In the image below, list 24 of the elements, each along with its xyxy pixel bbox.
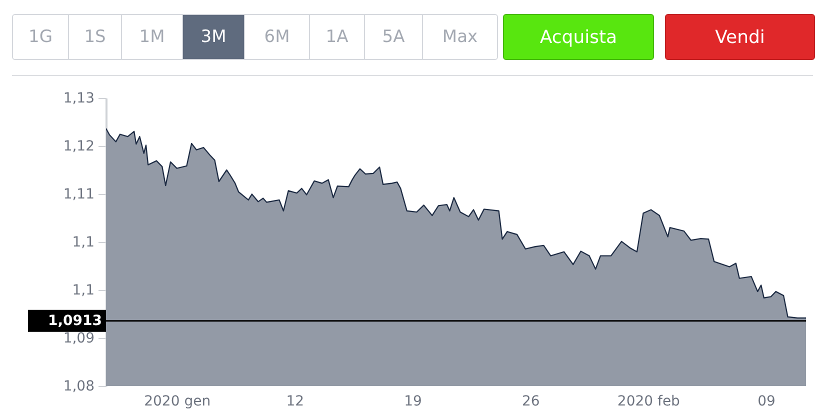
- text: Acquista: [503, 14, 654, 60]
- y-tick-label: 1,11: [63, 186, 94, 203]
- x-tick-label: 09: [758, 394, 776, 410]
- y-tick-label: 1,1: [72, 234, 94, 250]
- x-tick-label: 26: [522, 394, 540, 410]
- text: 6M: [245, 15, 310, 59]
- y-tick-label: 1,09: [63, 330, 94, 347]
- x-tick-label: 2020 gen: [144, 394, 211, 410]
- text: 5A: [365, 15, 423, 59]
- text: Vendi: [665, 14, 815, 60]
- text: 1S: [69, 15, 122, 59]
- y-tick-label: 1,13: [63, 90, 94, 106]
- x-tick-label: 12: [286, 394, 304, 410]
- text: 1G: [13, 15, 69, 59]
- y-tick-label: 1,1: [72, 282, 94, 298]
- ref-line-label: 1,0913: [48, 312, 102, 329]
- text: Max: [441, 26, 479, 49]
- x-tick-label: 2020 feb: [617, 394, 680, 410]
- x-tick-label: 19: [404, 394, 422, 410]
- text: 3M: [183, 15, 245, 59]
- text: 1A: [310, 15, 365, 59]
- y-tick-label: 1,08: [63, 378, 94, 394]
- y-tick-label: 1,12: [63, 138, 94, 154]
- text: 1M: [122, 15, 183, 59]
